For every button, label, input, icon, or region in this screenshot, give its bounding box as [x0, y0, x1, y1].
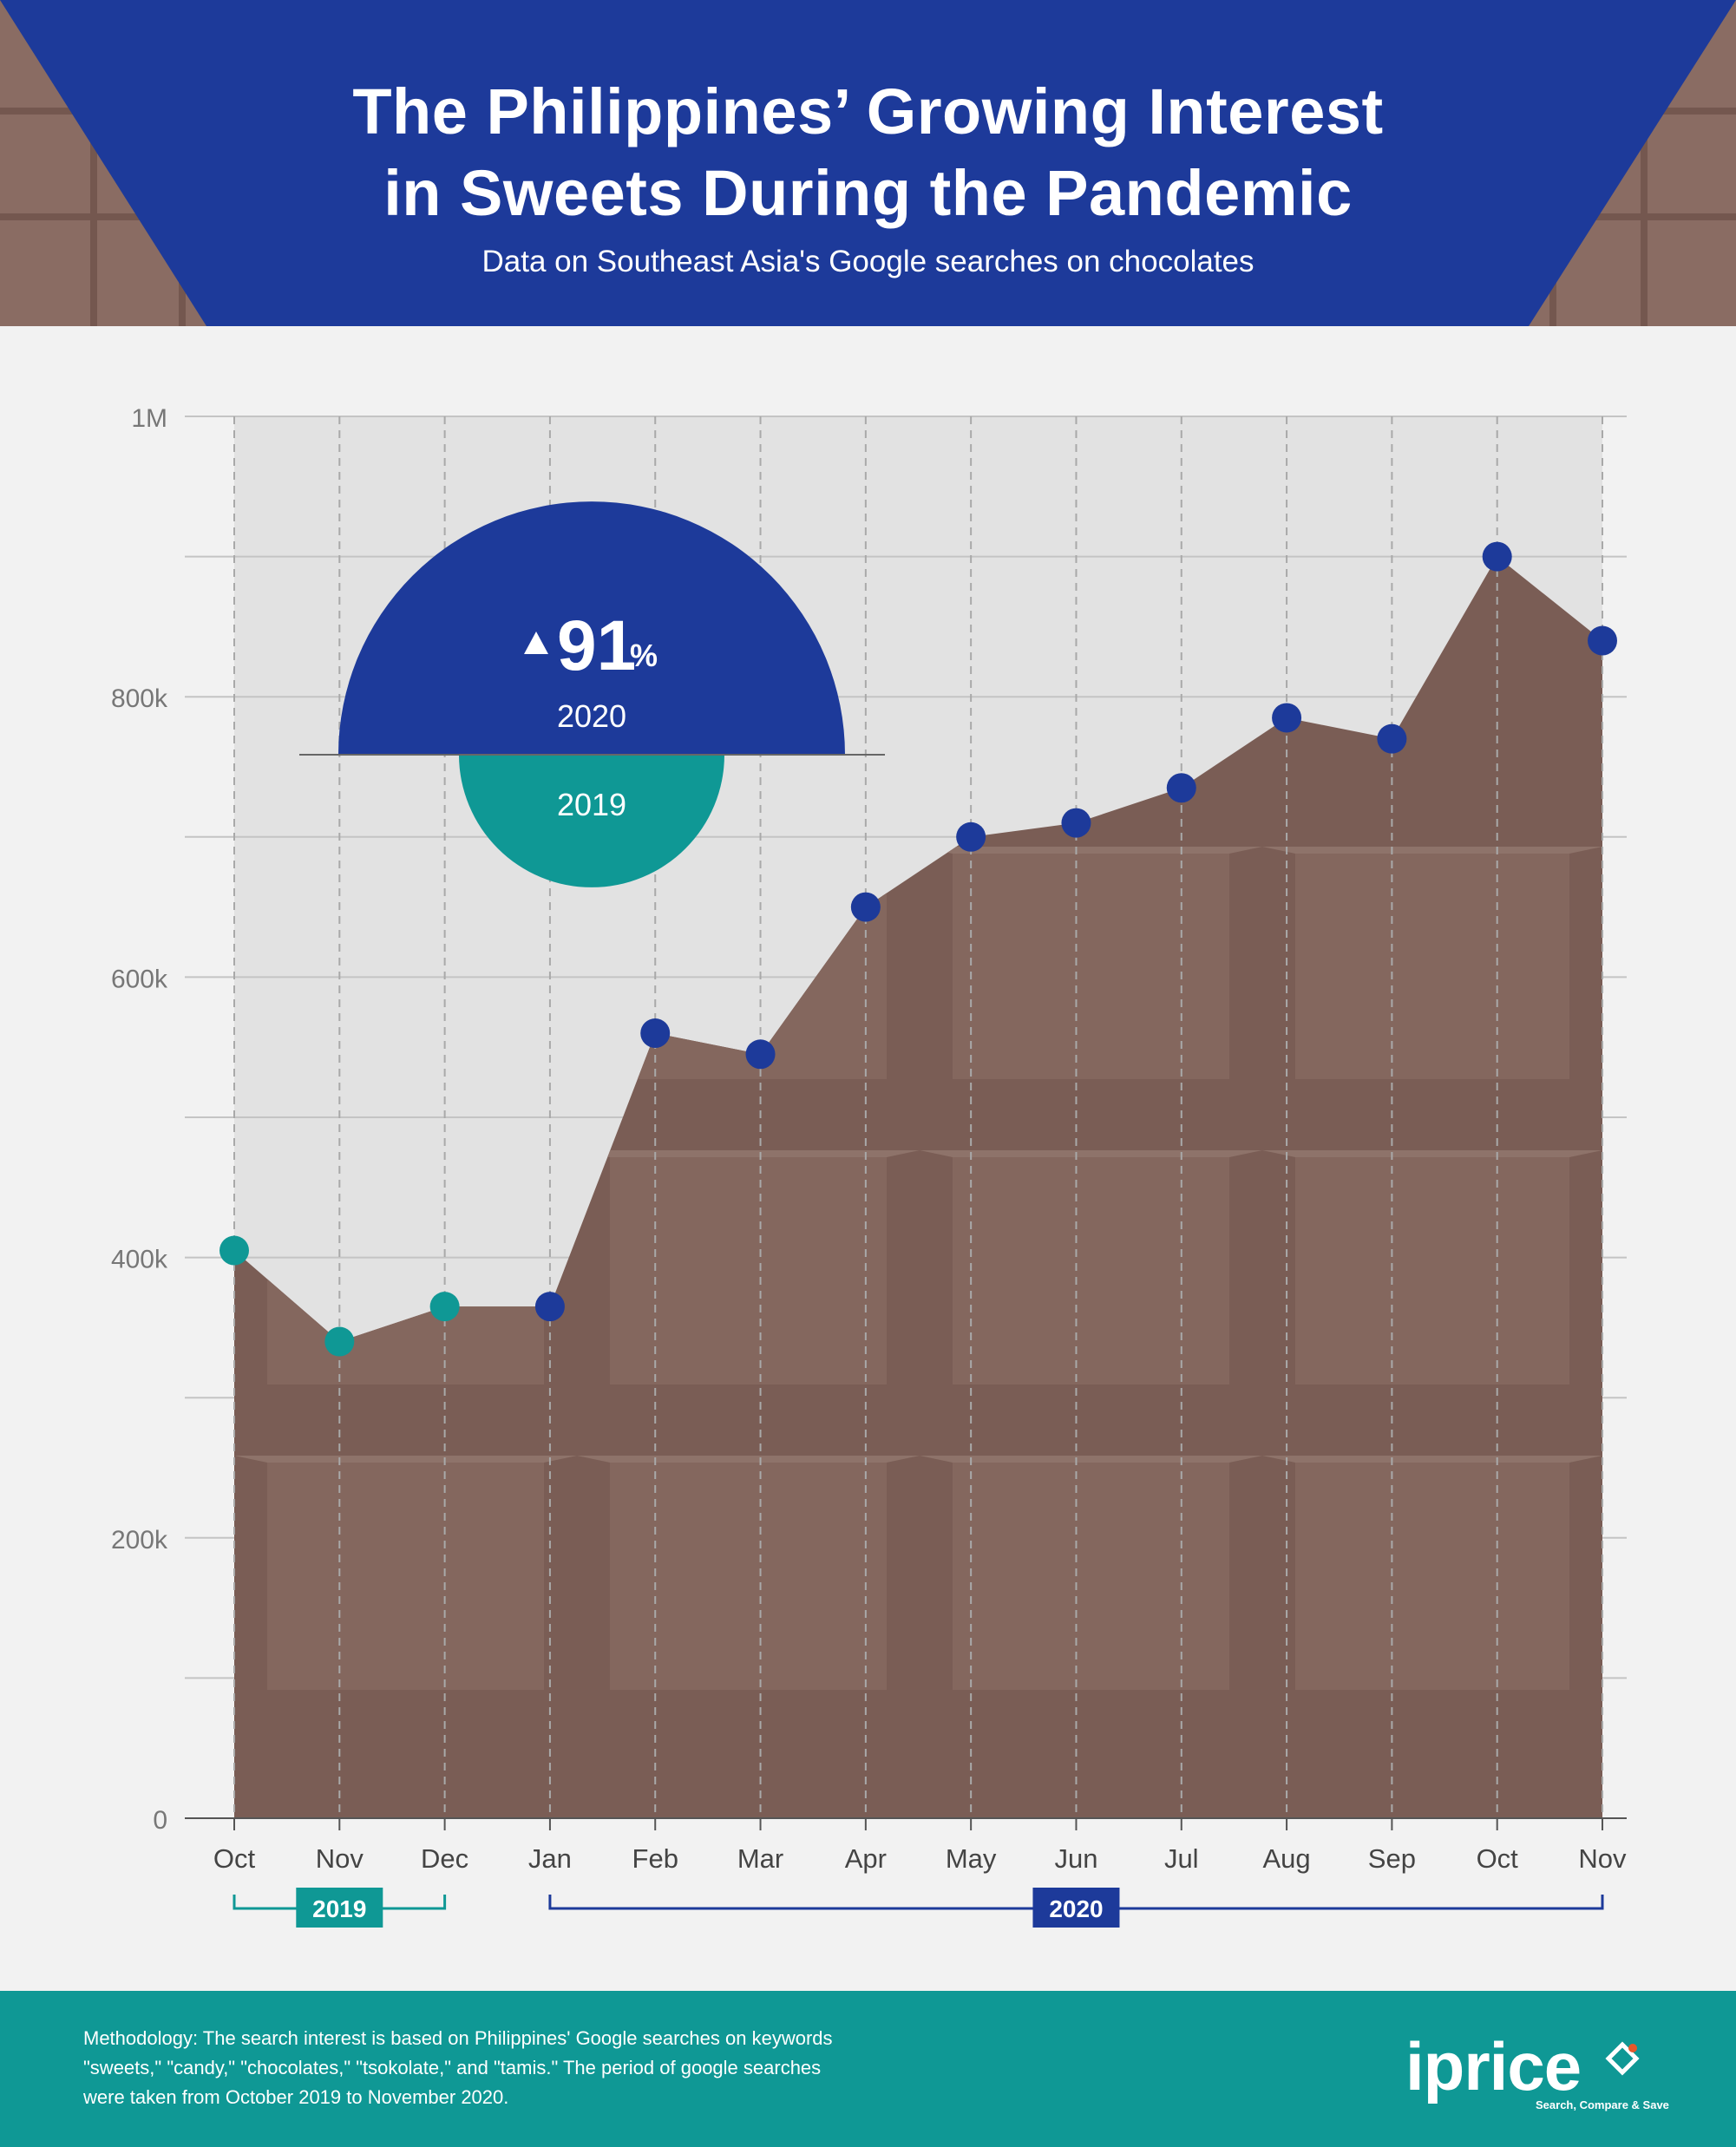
x-tick-label: Jan — [528, 1843, 572, 1874]
annotation-2020-half — [338, 501, 845, 755]
data-point — [534, 1292, 565, 1322]
chart-area — [234, 556, 1602, 1818]
chocolate-segment — [953, 1157, 1229, 1384]
data-point — [429, 1292, 460, 1322]
annotation-2019-half — [459, 755, 724, 887]
chocolate-segment — [953, 854, 1229, 1079]
chocolate-bevel — [1262, 1456, 1602, 1463]
x-tick-label: May — [946, 1843, 997, 1874]
x-tick-label: Nov — [1578, 1843, 1627, 1874]
data-point — [956, 821, 986, 852]
y-axis-labels: 0 200k 400k 600k 800k 1M — [111, 404, 168, 1835]
vertical-gridlines — [233, 416, 1603, 1818]
x-tick-label: Jul — [1164, 1843, 1199, 1874]
data-point — [1061, 808, 1091, 838]
y-tick-label: 0 — [153, 1806, 167, 1835]
data-point — [1272, 703, 1302, 733]
chocolate-segment — [953, 1463, 1229, 1690]
price-tag-icon — [1605, 2041, 1640, 2076]
data-point — [1166, 773, 1196, 803]
x-tick-label: Jun — [1054, 1843, 1097, 1874]
page-title-line-1: The Philippines’ Growing Interest — [352, 75, 1384, 147]
annotation-bottom-label: 2019 — [557, 787, 626, 822]
chocolate-bevel — [577, 1150, 920, 1157]
change-annotation: 91%2020 2019 — [299, 501, 885, 887]
year-badge-label: 2020 — [1049, 1895, 1103, 1922]
data-point — [745, 1039, 776, 1070]
chocolate-segment — [610, 1157, 887, 1384]
chocolate-segment — [267, 1463, 544, 1690]
chocolate-bevel — [1262, 1150, 1602, 1157]
year-badge — [1032, 1888, 1120, 1928]
data-point — [1588, 625, 1617, 656]
x-tick-label: Feb — [632, 1843, 678, 1874]
logo-tagline: Search, Compare & Save — [1536, 2098, 1669, 2111]
data-point — [640, 1018, 671, 1049]
data-points — [219, 541, 1617, 1357]
annotation-change: 91 — [557, 606, 636, 685]
x-axis-labels: Oct Nov Dec Jan Feb Mar Apr May Jun Jul Aug Sep Oct N… — [213, 1843, 1627, 1874]
data-point — [1377, 723, 1407, 754]
x-tick-label: Sep — [1368, 1843, 1416, 1874]
annotation-top-label: 2020 — [557, 698, 626, 734]
logo-wordmark: iprice — [1405, 2028, 1582, 2104]
year-badge — [296, 1888, 383, 1928]
chocolate-bevel — [920, 847, 1262, 854]
x-tick-label: Apr — [845, 1843, 887, 1874]
x-tick-label: Nov — [316, 1843, 364, 1874]
x-tick-label: Aug — [1262, 1843, 1310, 1874]
data-point — [850, 892, 881, 922]
up-arrow-icon — [524, 632, 548, 654]
iprice-logo: iprice Search, Compare & Save — [1405, 2028, 1669, 2111]
data-point — [1482, 541, 1512, 572]
x-tick-label: Oct — [1477, 1843, 1519, 1874]
chocolate-segment — [1295, 1463, 1569, 1690]
data-point — [219, 1235, 249, 1266]
header: The Philippines’ Growing Interest in Swe… — [0, 0, 1736, 326]
chocolate-bevel — [920, 1150, 1262, 1157]
y-tick-label: 200k — [111, 1526, 168, 1555]
y-tick-label: 600k — [111, 965, 168, 993]
chocolate-segment — [1295, 1157, 1569, 1384]
chocolate-segment — [1295, 854, 1569, 1079]
methodology-text: Methodology: The search interest is base… — [83, 2027, 833, 2108]
data-point — [324, 1326, 355, 1357]
page-subtitle: Data on Southeast Asia's Google searches… — [481, 245, 1255, 278]
y-tick-label: 800k — [111, 684, 168, 713]
chocolate-segment — [610, 1463, 887, 1690]
year-badge-label: 2019 — [312, 1895, 366, 1922]
x-tick-label: Dec — [421, 1843, 468, 1874]
page-title-line-2: in Sweets During the Pandemic — [383, 157, 1353, 229]
annotation-unit: % — [630, 638, 658, 673]
footer: Methodology: The search interest is base… — [0, 1991, 1736, 2147]
chocolate-bevel — [1262, 847, 1602, 854]
y-tick-label: 1M — [131, 404, 167, 433]
y-tick-label: 400k — [111, 1246, 168, 1274]
x-tick-label: Oct — [213, 1843, 256, 1874]
axes — [185, 1817, 1627, 1830]
x-tick-label: Mar — [737, 1843, 783, 1874]
chocolate-bevel — [577, 1456, 920, 1463]
chocolate-bar-background — [0, 0, 1736, 326]
year-brackets: 2019 2020 — [233, 1888, 1604, 1928]
chocolate-bevel — [234, 1456, 577, 1463]
chocolate-bevel — [920, 1456, 1262, 1463]
